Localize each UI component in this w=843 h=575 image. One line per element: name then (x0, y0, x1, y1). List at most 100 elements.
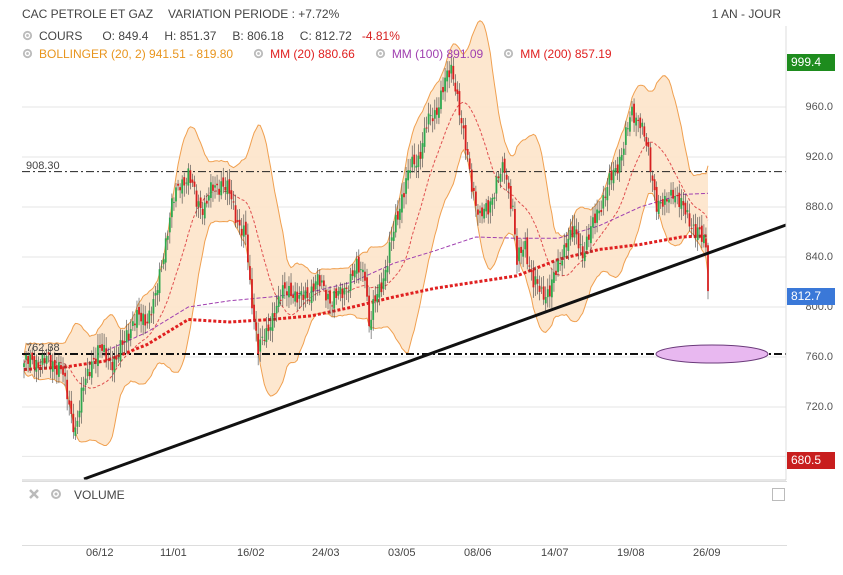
candle-body (251, 279, 253, 309)
x-tick-label: 16/02 (237, 547, 265, 559)
candle-body (672, 189, 674, 199)
candle-body (84, 378, 87, 385)
candle-body (257, 333, 260, 355)
x-tick-label: 19/08 (617, 547, 645, 559)
candle-body (565, 243, 568, 248)
candle-body (452, 65, 455, 80)
candle-body (162, 259, 165, 265)
candle-body (637, 119, 640, 121)
candle-body (316, 274, 319, 285)
candle-body (598, 210, 601, 214)
candle-body (27, 355, 30, 364)
candle-body (224, 186, 227, 191)
volume-title: VOLUME (74, 488, 125, 502)
candle-body (347, 291, 350, 293)
candle-body (425, 127, 428, 129)
candle-body (423, 128, 426, 147)
candle-body (33, 356, 36, 370)
candle-body (573, 225, 576, 238)
candle-body (657, 200, 660, 214)
candle-body (308, 300, 311, 302)
candle-body (142, 313, 145, 325)
candle-body (210, 182, 212, 198)
candle-body (431, 118, 434, 122)
candle-body (505, 174, 508, 180)
candle-body (298, 294, 301, 299)
candle-body (242, 225, 245, 237)
candle-body (639, 117, 642, 129)
candle-body (610, 170, 613, 181)
gear-icon[interactable] (253, 48, 264, 59)
candle-body (392, 231, 395, 241)
candle-body (688, 213, 691, 227)
candle-body (351, 270, 354, 276)
candle-body (707, 245, 709, 292)
candle-body (55, 365, 58, 375)
candle-body (563, 244, 566, 258)
candle-body (472, 187, 475, 191)
candle-body (97, 345, 99, 367)
bollinger-upper-line (23, 20, 709, 356)
candle-body (238, 219, 241, 226)
candle-body (651, 175, 654, 181)
x-tick-label: 11/01 (160, 547, 187, 559)
candle-body (559, 263, 562, 265)
candle-body (31, 352, 34, 360)
candle-body (577, 233, 580, 249)
gear-icon[interactable] (22, 48, 33, 59)
candle-body (446, 70, 449, 82)
candle-body (45, 355, 48, 364)
candle-body (544, 296, 547, 304)
candle-body (438, 107, 440, 118)
candle-body (232, 201, 235, 203)
candle-body (312, 283, 315, 292)
candle-body (263, 339, 266, 341)
candle-body (680, 198, 683, 209)
candle-body (583, 252, 586, 262)
candle-body (173, 201, 175, 203)
y-tick-label: 880.0 (805, 201, 833, 213)
candle-body (462, 125, 465, 129)
close-value: C: 812.72 (299, 29, 352, 43)
gear-icon[interactable] (22, 30, 33, 41)
gear-icon[interactable] (503, 48, 514, 59)
candle-body (444, 77, 446, 92)
gear-icon[interactable] (50, 488, 62, 500)
candle-body (670, 189, 672, 196)
candle-body (300, 291, 303, 296)
period-selector[interactable]: 1 AN - JOUR (711, 7, 781, 21)
period-variation: VARIATION PERIODE : +7.72% (168, 7, 340, 21)
candle-body (448, 70, 451, 78)
y-tick-label: 920.0 (805, 151, 833, 163)
candle-body (197, 201, 200, 207)
annotations (655, 344, 769, 364)
candle-body (214, 185, 216, 188)
candle-body (331, 305, 334, 307)
candle-body (72, 413, 75, 433)
x-tick-label: 06/12 (86, 547, 114, 559)
candle-body (604, 196, 607, 198)
candle-body (199, 197, 202, 209)
candle-body (115, 355, 118, 360)
legend-indicators: BOLLINGER (20, 2) 941.51 - 819.80 MM (20)… (22, 47, 616, 61)
candle-body (279, 299, 282, 301)
candle-body (154, 293, 157, 296)
candle-body (522, 249, 525, 257)
candle-body (403, 193, 405, 198)
candle-body (370, 319, 373, 330)
candle-body (364, 271, 366, 281)
candle-body (23, 363, 25, 367)
candle-body (94, 358, 97, 363)
volume-checkbox[interactable] (772, 488, 785, 501)
candle-body (608, 173, 611, 185)
candle-body (160, 266, 163, 268)
candle-body (686, 210, 689, 213)
gear-icon[interactable] (375, 48, 386, 59)
candle-body (138, 306, 140, 315)
close-icon[interactable] (28, 488, 40, 500)
candle-body (60, 365, 62, 370)
candle-body (530, 269, 533, 273)
candle-body (417, 155, 420, 167)
candle-body (376, 294, 379, 303)
